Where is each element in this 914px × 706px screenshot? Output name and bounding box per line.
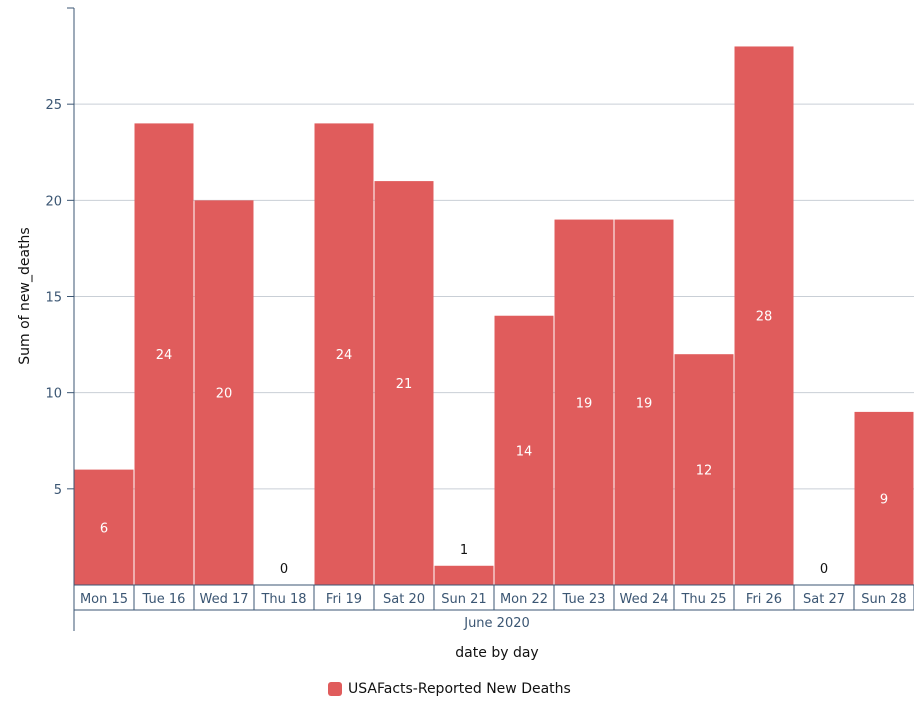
bar[interactable] [554,219,614,586]
bar-value-label: 0 [820,562,828,577]
bar[interactable] [734,46,794,585]
x-tick-label: Thu 18 [260,592,306,607]
y-tick-label: 20 [45,194,62,209]
legend[interactable]: USAFacts-Reported New Deaths [328,681,571,697]
y-tick-label: 10 [45,387,62,402]
bars [74,46,914,586]
bar[interactable] [434,565,494,585]
x-tick-label: Thu 25 [680,592,726,607]
x-tick-label: Sat 20 [383,592,425,607]
bar-value-label: 12 [696,464,713,479]
x-tick-label: Fri 26 [746,592,782,607]
bar-value-label: 19 [636,396,653,411]
bar-value-label: 9 [880,492,888,507]
bar-value-label: 24 [156,348,173,363]
x-tick-label: Sun 21 [441,592,486,607]
bar[interactable] [854,411,914,585]
x-tick-label: Wed 17 [199,592,248,607]
y-tick-label: 5 [54,483,62,498]
bar[interactable] [494,315,554,585]
bar-value-label: 19 [576,396,593,411]
bar-value-label: 14 [516,444,533,459]
bar[interactable] [314,123,374,586]
bar-value-label: 21 [396,377,413,392]
bar[interactable] [194,200,254,586]
x-tick-label: Sun 28 [861,592,906,607]
y-tick-label: 25 [45,98,62,113]
x-axis-title: date by day [455,645,538,661]
x-tick-label: Sat 27 [803,592,845,607]
bar[interactable] [374,181,434,585]
x-axis-group-label: June 2020 [463,616,530,631]
bar[interactable] [614,219,674,586]
x-tick-label: Mon 22 [500,592,548,607]
bar-value-label: 20 [216,387,233,402]
y-tick-label: 15 [45,291,62,306]
x-tick-label: Tue 23 [562,592,606,607]
x-tick-label: Tue 16 [142,592,186,607]
x-tick-label: Fri 19 [326,592,362,607]
legend-label: USAFacts-Reported New Deaths [348,681,571,697]
bar-value-label: 28 [756,310,773,325]
x-tick-label: Mon 15 [80,592,128,607]
legend-swatch [328,682,342,696]
bar[interactable] [674,354,734,585]
bar-labels: 6 24 20 0 24 21 1 14 19 19 12 28 0 9 [100,310,888,577]
bar-value-label: 6 [100,521,108,536]
x-tick-label: Wed 24 [619,592,668,607]
bar-value-label: 0 [280,562,288,577]
y-axis-title: Sum of new_deaths [17,227,33,364]
bar-value-label: 24 [336,348,353,363]
bar[interactable] [134,123,194,586]
bar[interactable] [74,469,134,585]
bar-value-label: 1 [460,543,468,558]
